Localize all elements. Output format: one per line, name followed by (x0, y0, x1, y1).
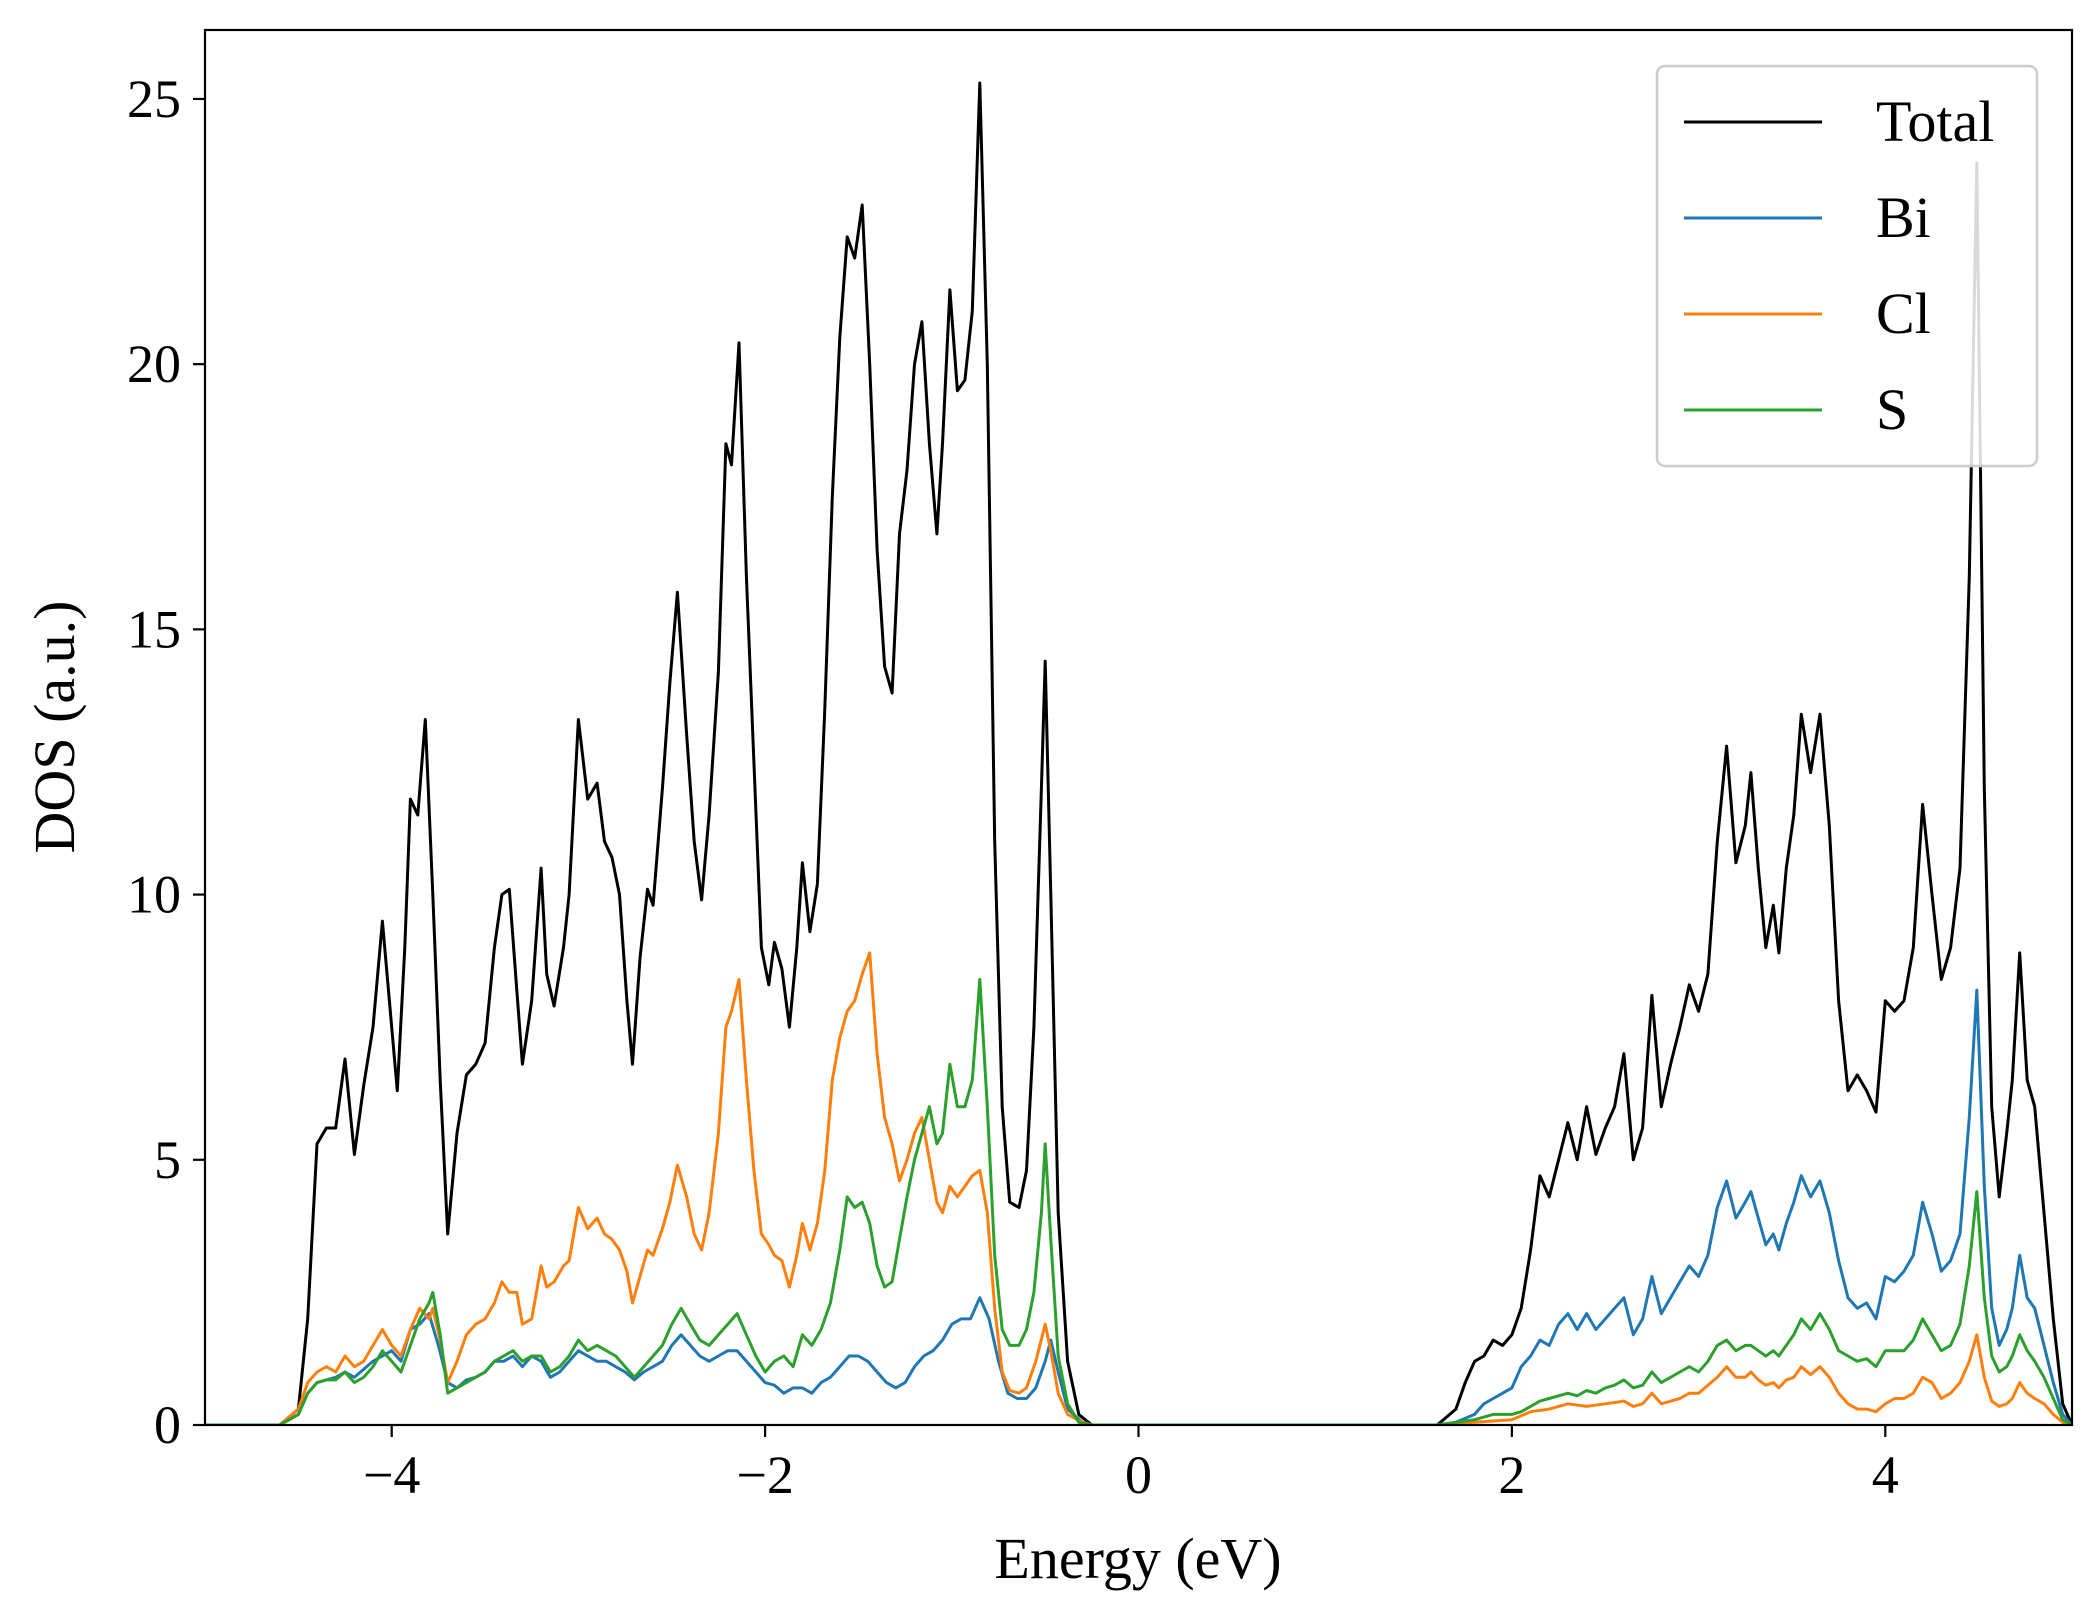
x-axis: −4 −2 0 2 4 (363, 1425, 1899, 1505)
legend-label-bi: Bi (1876, 185, 1931, 250)
x-tick-label: 0 (1125, 1445, 1152, 1505)
legend-label-cl: Cl (1876, 281, 1931, 346)
y-tick-label: 20 (127, 334, 181, 394)
y-tick-label: 15 (127, 599, 181, 659)
y-tick-label: 10 (127, 865, 181, 925)
x-axis-label: Energy (eV) (994, 1526, 1281, 1591)
series-line-cl (205, 951, 2072, 1425)
x-tick-label: −4 (363, 1445, 420, 1505)
series-line-total (205, 81, 2072, 1425)
y-axis-label: DOS (a.u.) (22, 601, 87, 854)
x-tick-label: 4 (1872, 1445, 1899, 1505)
legend-label-s: S (1876, 377, 1908, 442)
y-tick-label: 0 (154, 1395, 181, 1455)
series-line-bi (205, 988, 2072, 1425)
legend-box (1655, 64, 2039, 468)
y-axis: 0 5 10 15 20 25 (127, 69, 205, 1455)
x-tick-label: 2 (1498, 1445, 1525, 1505)
y-tick-label: 25 (127, 69, 181, 129)
legend: Total Bi Cl S (1655, 64, 2039, 468)
series-layer (205, 81, 2072, 1425)
legend-label-total: Total (1876, 89, 1994, 154)
series-line-s (205, 977, 2072, 1425)
y-tick-label: 5 (154, 1130, 181, 1190)
x-tick-label: −2 (736, 1445, 793, 1505)
